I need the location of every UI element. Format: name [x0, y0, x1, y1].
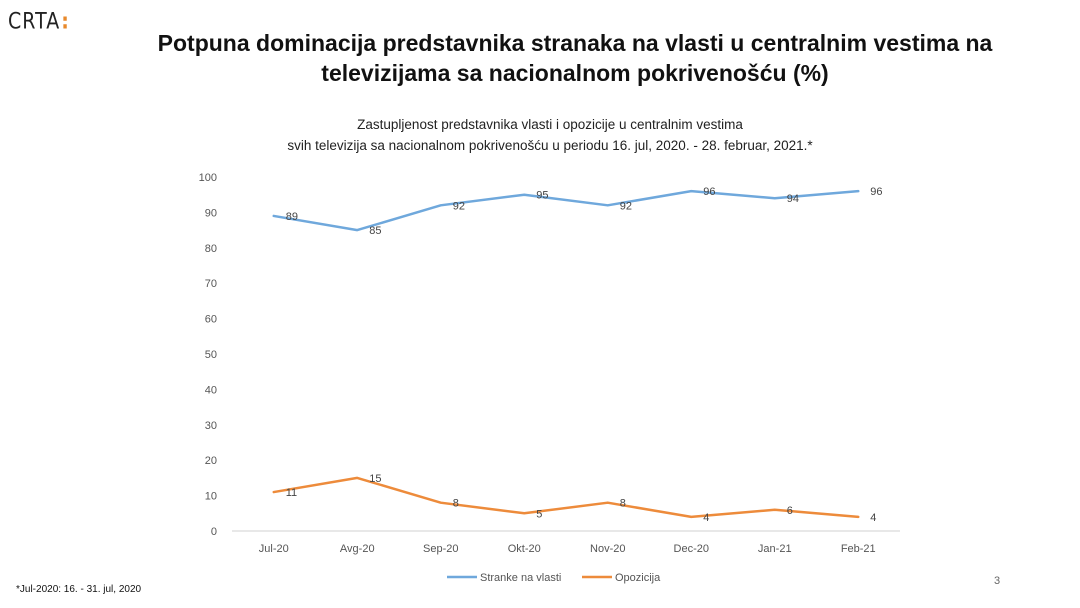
legend-label: Opozicija [615, 572, 661, 584]
footnote: *Jul-2020: 16. - 31. jul, 2020 [16, 584, 142, 595]
x-tick-label: Nov-20 [590, 543, 625, 555]
data-label: 95 [536, 190, 548, 202]
series-line-1 [272, 189, 860, 232]
logo-text: CRTA [8, 9, 61, 35]
data-label: 8 [620, 498, 626, 510]
data-label: 4 [703, 512, 709, 524]
y-tick-label: 60 [205, 314, 217, 326]
slide-title-line1: Potpuna dominacija predstavnika stranaka… [157, 30, 993, 56]
data-label: 96 [703, 186, 715, 198]
y-tick-label: 80 [205, 243, 217, 255]
page-number: 3 [994, 575, 1001, 587]
data-label: 89 [286, 211, 298, 223]
chart-title-line2: svih televizija sa nacionalnom pokriveno… [287, 138, 813, 153]
data-label: 94 [787, 193, 799, 205]
y-tick-label: 0 [211, 526, 217, 538]
slide-title-line2: televizijama sa nacionalnom pokrivenošću… [321, 60, 829, 86]
slide-title: Potpuna dominacija predstavnika stranaka… [120, 28, 1030, 88]
y-tick-label: 90 [205, 207, 217, 219]
y-tick-label: 50 [205, 349, 217, 361]
data-label: 96 [870, 186, 882, 198]
legend-label: Stranke na vlasti [480, 572, 561, 584]
y-tick-label: 10 [205, 491, 217, 503]
logo-mark: : [61, 9, 70, 35]
x-tick-label: Okt-20 [508, 543, 541, 555]
chart-title: Zastupljenost predstavnika vlasti i opoz… [200, 114, 900, 156]
x-tick-label: Avg-20 [340, 543, 375, 555]
y-tick-label: 100 [199, 172, 217, 184]
chart-title-line1: Zastupljenost predstavnika vlasti i opoz… [357, 117, 743, 132]
data-label: 92 [620, 200, 632, 212]
y-tick-label: 30 [205, 420, 217, 432]
data-label: 6 [787, 505, 793, 517]
crta-logo: CRTA: [8, 9, 70, 34]
y-tick-label: 20 [205, 455, 217, 467]
y-tick-label: 70 [205, 278, 217, 290]
data-label: 4 [870, 512, 876, 524]
x-tick-label: Jul-20 [259, 543, 289, 555]
data-label: 11 [286, 487, 297, 499]
data-label: 92 [453, 200, 465, 212]
x-tick-label: Feb-21 [841, 543, 876, 555]
x-tick-label: Dec-20 [674, 543, 709, 555]
data-label: 8 [453, 498, 459, 510]
data-label: 15 [369, 473, 381, 485]
data-label: 85 [369, 225, 381, 237]
y-tick-label: 40 [205, 384, 217, 396]
x-tick-label: Sep-20 [423, 543, 458, 555]
x-tick-label: Jan-21 [758, 543, 792, 555]
data-label: 5 [536, 508, 542, 520]
series-line-2 [272, 476, 860, 519]
